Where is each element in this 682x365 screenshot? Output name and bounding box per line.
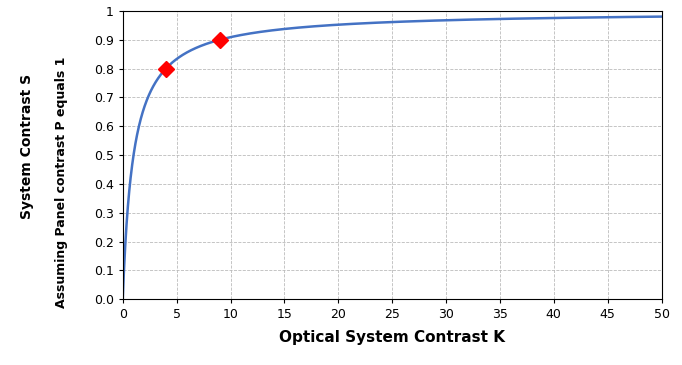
- Text: Assuming Panel contrast P equals 1: Assuming Panel contrast P equals 1: [55, 57, 68, 308]
- X-axis label: Optical System Contrast K: Optical System Contrast K: [279, 330, 505, 345]
- Text: System Contrast S: System Contrast S: [20, 73, 34, 219]
